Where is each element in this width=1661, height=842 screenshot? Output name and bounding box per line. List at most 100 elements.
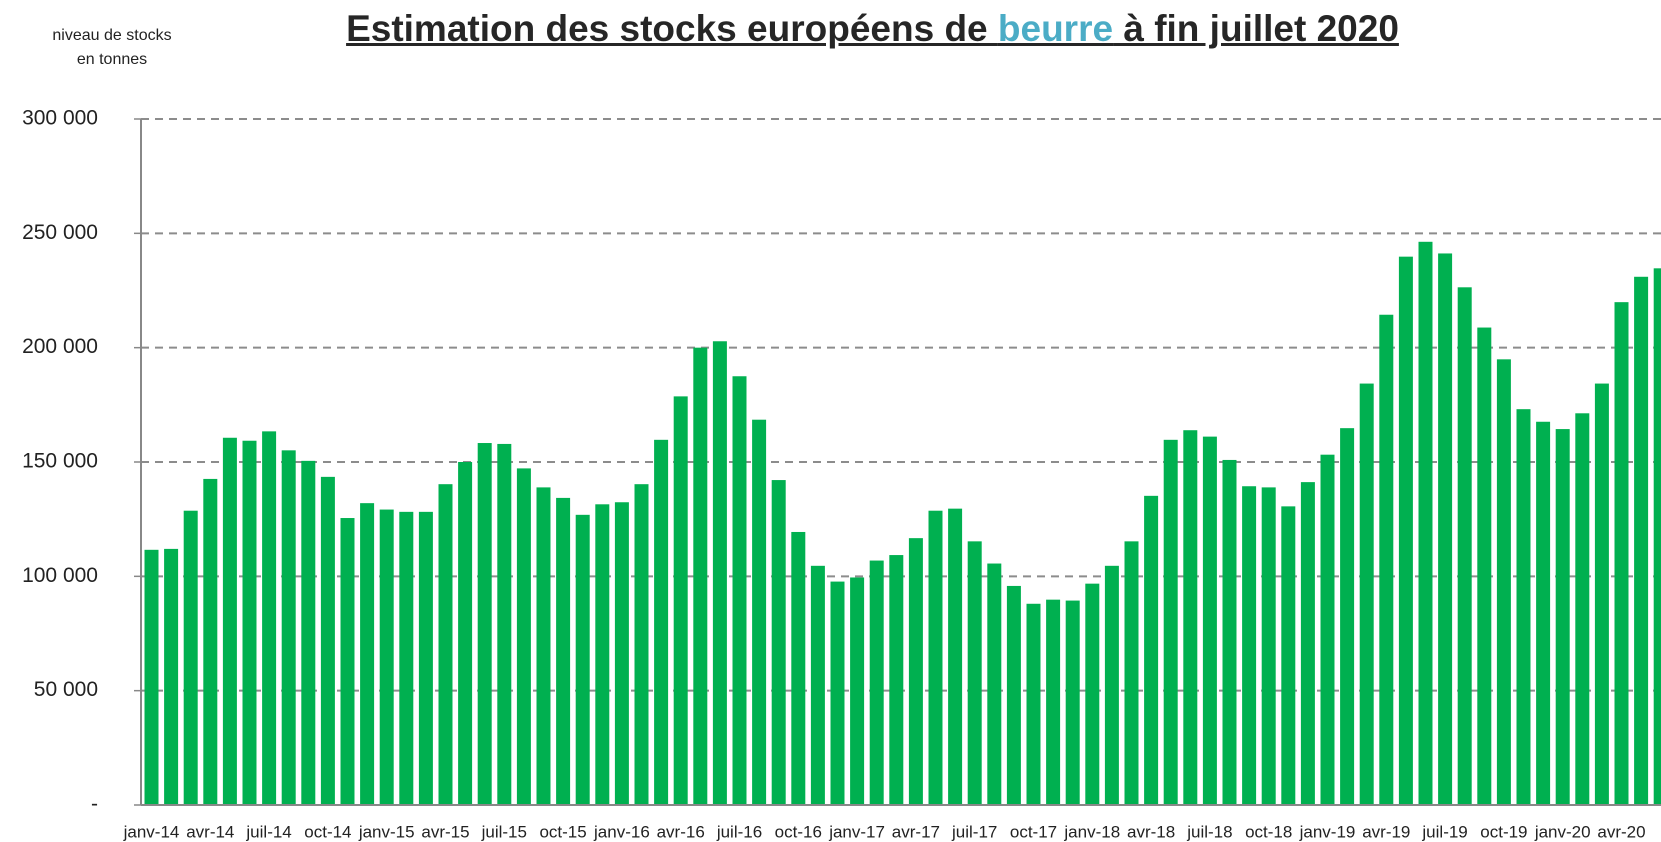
x-tick-label: oct-19 (1480, 822, 1527, 841)
bar (1202, 436, 1217, 805)
bar (948, 508, 963, 805)
y-tick-label: 50 000 (34, 678, 98, 701)
x-tick-label: janv-16 (593, 822, 650, 841)
bar (222, 437, 237, 805)
bar (673, 396, 688, 805)
bar (575, 514, 590, 805)
bar (1536, 421, 1551, 805)
bar (1085, 583, 1100, 805)
x-tick-label: janv-19 (1299, 822, 1356, 841)
x-tick-label: janv-17 (828, 822, 885, 841)
bar (1006, 585, 1021, 805)
bar (771, 480, 786, 805)
bar (634, 484, 649, 805)
x-tick-label: oct-15 (539, 822, 586, 841)
bar (1065, 600, 1080, 805)
x-tick-label: juil-16 (716, 822, 762, 841)
y-label-line: niveau de stocks (52, 27, 172, 44)
bar (1242, 486, 1257, 805)
bar (654, 439, 669, 805)
x-tick-label: janv-15 (358, 822, 415, 841)
bar (438, 484, 453, 805)
bar (1281, 506, 1296, 805)
y-tick-label: 100 000 (22, 564, 98, 587)
bar (614, 502, 629, 805)
bar (1300, 482, 1315, 805)
title-part: Estimation des stocks européens de (346, 8, 998, 49)
bar (967, 541, 982, 805)
x-tick-label: janv-14 (123, 822, 180, 841)
y-tick-label: 150 000 (22, 450, 98, 473)
bar (1261, 487, 1276, 805)
bar (1222, 459, 1237, 805)
bar (791, 531, 806, 805)
x-tick-label: avr-19 (1362, 822, 1410, 841)
bar (418, 511, 433, 805)
bar (1026, 603, 1041, 805)
bar (693, 347, 708, 805)
bar (379, 509, 394, 805)
bar (320, 476, 335, 805)
bar (1046, 599, 1061, 805)
bar (1398, 256, 1413, 805)
bar (360, 503, 375, 805)
y-tick-label: 250 000 (22, 221, 98, 244)
bar (1183, 430, 1198, 805)
chart-title: Estimation des stocks européens de beurr… (0, 8, 1661, 50)
bar (1457, 287, 1472, 805)
bar (1320, 454, 1335, 805)
bar (164, 548, 179, 805)
bar (1340, 428, 1355, 805)
y-axis-label: niveau de stocks en tonnes (22, 24, 202, 72)
x-tick-label: juil-17 (951, 822, 997, 841)
bar (1124, 541, 1139, 805)
bar (830, 581, 845, 805)
x-tick-label: janv-20 (1534, 822, 1591, 841)
bar (183, 510, 198, 805)
bar (203, 478, 218, 805)
bar (1418, 241, 1433, 805)
x-tick-label: avr-17 (892, 822, 940, 841)
x-tick-label: oct-14 (304, 822, 351, 841)
bar (301, 460, 316, 805)
bar (281, 450, 296, 805)
bar (928, 510, 943, 805)
x-tick-label: oct-18 (1245, 822, 1292, 841)
bar (1614, 302, 1629, 805)
x-tick-label: avr-20 (1597, 822, 1645, 841)
x-tick-label: avr-14 (186, 822, 234, 841)
bar (1555, 429, 1570, 805)
x-tick-label: oct-16 (775, 822, 822, 841)
bar (477, 443, 492, 805)
bar (242, 440, 257, 805)
bar (1104, 565, 1119, 805)
bar (732, 376, 747, 805)
bar (1379, 314, 1394, 805)
x-tick-label: avr-15 (421, 822, 469, 841)
y-tick-label: 200 000 (22, 335, 98, 358)
x-tick-label: janv-18 (1063, 822, 1120, 841)
bar (595, 504, 610, 805)
bar (458, 462, 473, 805)
x-tick-label: oct-17 (1010, 822, 1057, 841)
bar (987, 563, 1002, 805)
bar (1575, 413, 1590, 805)
x-tick-label: avr-18 (1127, 822, 1175, 841)
bar (810, 565, 825, 805)
bar (340, 518, 355, 805)
title-highlight: beurre (997, 8, 1114, 49)
bar (1477, 327, 1492, 805)
bar (908, 538, 923, 805)
bar (399, 511, 414, 805)
bar (497, 443, 512, 805)
bar (1516, 409, 1531, 805)
y-label-line: en tonnes (76, 51, 148, 68)
x-tick-label: juil-18 (1186, 822, 1232, 841)
bar (144, 549, 159, 805)
bar (1438, 253, 1453, 805)
title-part: à fin juillet 2020 (1113, 8, 1399, 49)
bar (752, 419, 767, 805)
bar (1496, 359, 1511, 805)
